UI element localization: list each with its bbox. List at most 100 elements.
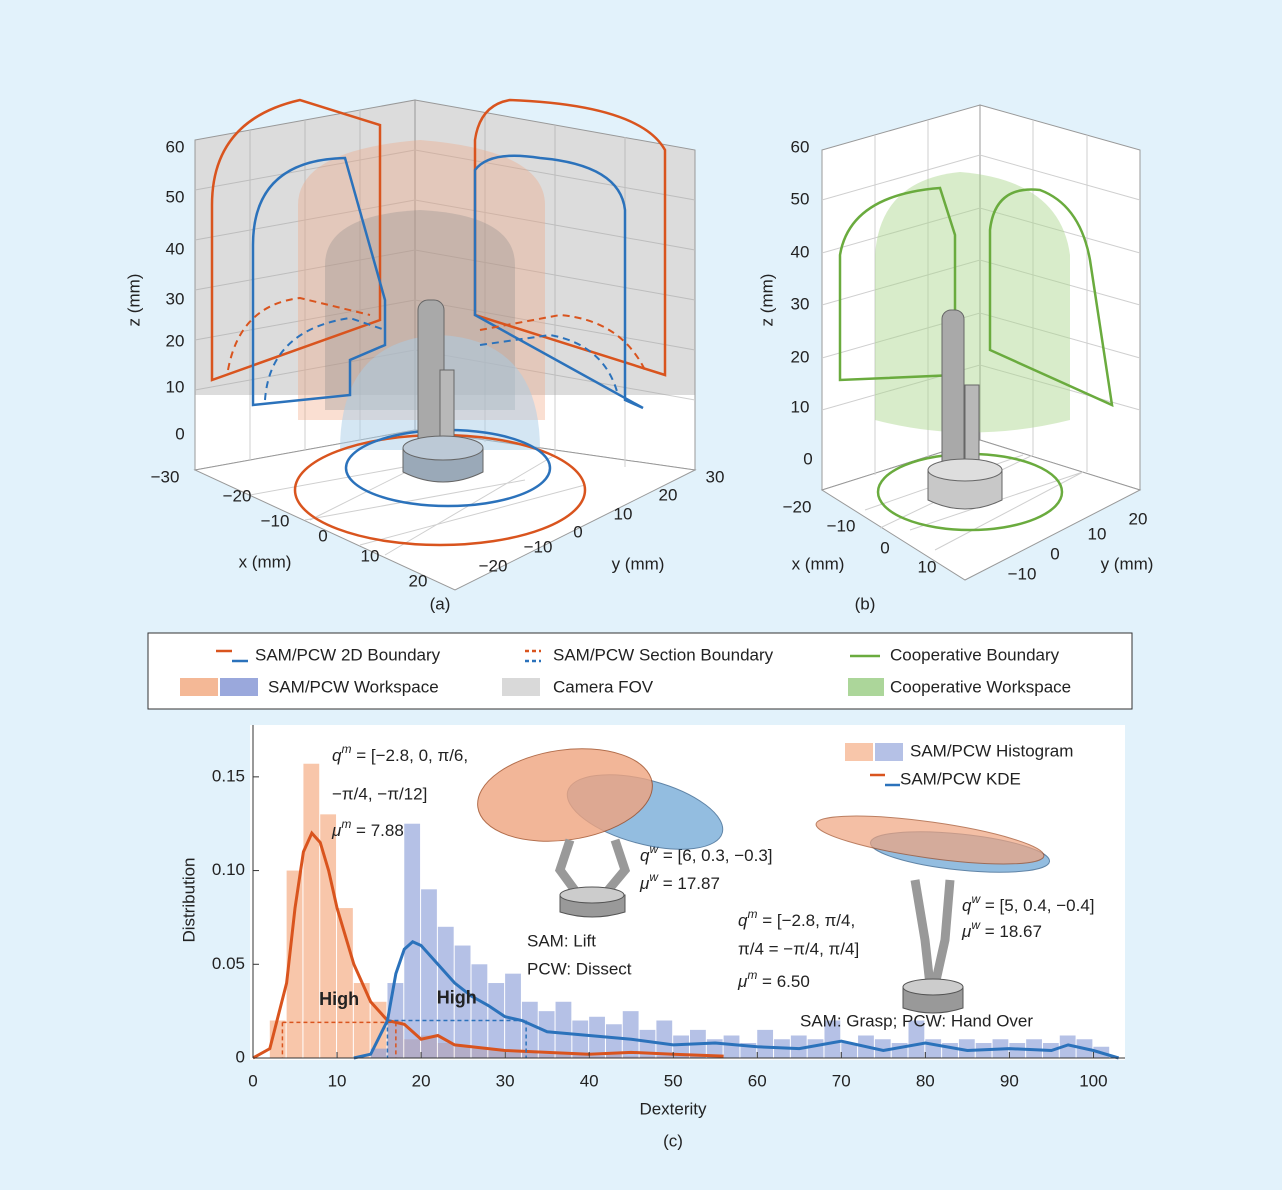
histogram-chart: High High 0 0.05 0.10 0.15 0 10 20 30 40 50 60 70 80 90… [179, 725, 1125, 1150]
y-tick-label: 0 [573, 522, 582, 541]
annotation-text: = [−2.8, 0, π/6, [351, 746, 468, 765]
y-tick-label: −10 [1008, 564, 1037, 583]
x-tick-label: 0 [318, 526, 327, 545]
legend-label: Camera FOV [553, 677, 654, 696]
cooperative-workspace [875, 172, 1070, 433]
x-tick-label: −20 [783, 497, 812, 516]
histogram-bar [303, 763, 320, 1058]
legend-label: Cooperative Boundary [890, 645, 1060, 664]
x-tick-label: −30 [151, 467, 180, 486]
histogram-bar [454, 945, 471, 1058]
sam-boundary [473, 98, 667, 377]
sam-section [227, 296, 371, 371]
annotation-text: = [5, 0.4, −0.4] [980, 896, 1094, 915]
z-tick-label: 50 [166, 187, 185, 206]
y-tick-label: 20 [659, 485, 678, 504]
cooperative-boundary [988, 188, 1114, 408]
annotation-text: = 6.50 [757, 972, 809, 991]
x-tick-label: 90 [1000, 1071, 1019, 1090]
annotation: π/4 = −π/4, π/4] [738, 939, 859, 958]
histogram-bar [958, 1039, 975, 1058]
annotation: qm = [−2.8, π/4, [738, 907, 855, 930]
inset-lift [477, 748, 724, 918]
x-tick-label: 40 [580, 1071, 599, 1090]
histogram-bar [841, 1043, 858, 1058]
robot-arm [910, 879, 955, 986]
histogram-bar [622, 1011, 639, 1058]
robot-base [559, 886, 625, 904]
annotation: −π/4, −π/12] [332, 784, 427, 803]
y-tick-label: 0 [236, 1047, 245, 1066]
histogram-bar [370, 1048, 387, 1058]
annotation-symbol: μ [639, 874, 650, 893]
annotation-superscript: w [971, 892, 981, 906]
annotation-superscript: m [341, 817, 351, 831]
robot-base [927, 458, 1003, 482]
annotation-superscript: w [649, 870, 659, 884]
panel-caption: (a) [430, 594, 451, 613]
annotation: μw = 17.87 [639, 870, 720, 893]
histogram-bar [572, 1020, 589, 1058]
swatch [502, 678, 540, 696]
z-tick-label: 60 [791, 137, 810, 156]
x-tick-label: 0 [248, 1071, 257, 1090]
panel-caption: (c) [663, 1131, 683, 1150]
annotation-superscript: m [341, 742, 351, 756]
annotation: μm = 7.88 [331, 817, 404, 840]
pcw-section [264, 316, 386, 401]
robot-arm [941, 309, 965, 476]
z-axis-label: z (mm) [124, 274, 143, 327]
annotation-text: = 7.88 [351, 821, 403, 840]
legend-swatch [875, 743, 903, 761]
z-tick-label: 30 [791, 294, 810, 313]
x-tick-label: 10 [361, 546, 380, 565]
y-tick-label: 10 [1088, 524, 1107, 543]
floor [820, 439, 1142, 581]
y-tick-label: 0.10 [212, 860, 245, 879]
annotation-symbol: q [332, 746, 342, 765]
robot-arm [964, 384, 980, 471]
x-tick-label: 0 [880, 538, 889, 557]
annotation: μm = 6.50 [737, 968, 810, 991]
sam-section [479, 313, 646, 371]
annotation-symbol: q [962, 896, 972, 915]
y-tick-label: 0.15 [212, 766, 245, 785]
z-tick-label: 0 [803, 449, 812, 468]
legend-swatch [845, 743, 873, 761]
x-tick-label: 80 [916, 1071, 935, 1090]
z-tick-label: 20 [166, 331, 185, 350]
robot-base [402, 435, 484, 461]
z-tick-label: 60 [166, 137, 185, 156]
pcw-section [479, 333, 619, 396]
annotation: qm = [−2.8, 0, π/6, [332, 742, 468, 765]
legend-label: SAM/PCW Histogram [910, 741, 1073, 760]
y-tick-label: 20 [1129, 509, 1148, 528]
annotation-text: = 18.67 [980, 922, 1042, 941]
y-tick-label: 0 [1050, 544, 1059, 563]
inset-grasp [815, 815, 1051, 1014]
annotation-symbol: q [640, 846, 650, 865]
swatch [848, 678, 884, 696]
x-tick-label: 70 [832, 1071, 851, 1090]
swatch [180, 678, 218, 696]
annotation: SAM: Grasp; PCW: Hand Over [800, 1011, 1033, 1030]
x-tick-label: −10 [261, 511, 290, 530]
histogram-bar [505, 973, 521, 1058]
histogram-bar [286, 870, 303, 1058]
annotation-symbol: q [738, 911, 748, 930]
x-tick-label: −10 [827, 516, 856, 535]
annotation: qw = [6, 0.3, −0.3] [640, 842, 773, 865]
x-axis-label: x (mm) [792, 554, 845, 573]
histogram-bar [320, 814, 337, 1058]
z-axis-label: z (mm) [757, 274, 776, 327]
histogram-bar [824, 1020, 841, 1058]
y-axis-label: y (mm) [1101, 554, 1154, 573]
histogram-bar [471, 964, 488, 1058]
histogram-bar [521, 1001, 538, 1058]
histogram-bar [723, 1035, 740, 1058]
histogram-bar [874, 1039, 891, 1058]
y-tick-label: 0.05 [212, 954, 245, 973]
kde-line [353, 940, 1120, 1060]
y-tick-label: −10 [524, 537, 553, 556]
